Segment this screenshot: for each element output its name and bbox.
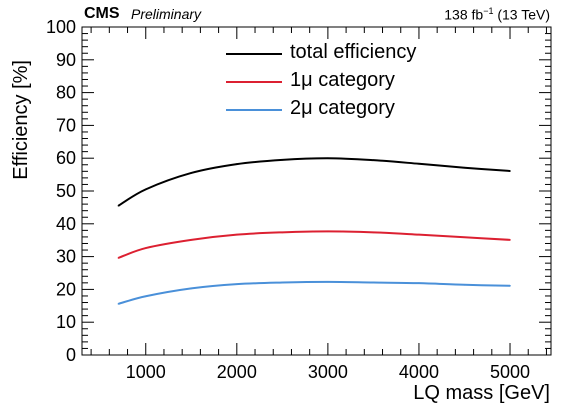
lumi-value: 138 fb bbox=[444, 6, 484, 23]
luminosity-label: 138 fb−1 (13 TeV) bbox=[444, 6, 550, 23]
x-tick-label: 2000 bbox=[217, 362, 257, 382]
data-point bbox=[372, 159, 375, 161]
data-point bbox=[117, 303, 120, 305]
data-point bbox=[327, 157, 329, 159]
x-tick-label: 3000 bbox=[308, 362, 348, 382]
y-tick-label: 30 bbox=[56, 247, 76, 267]
experiment-label: CMS bbox=[84, 5, 120, 22]
y-axis-label: Efficiency [%] bbox=[10, 60, 32, 180]
legend-label-2mu: 2μ category bbox=[290, 97, 395, 119]
lumi-energy: (13 TeV) bbox=[493, 6, 550, 23]
x-tick-label: 4000 bbox=[399, 362, 439, 382]
y-tick-label: 70 bbox=[56, 115, 76, 135]
data-point bbox=[463, 166, 466, 169]
data-point bbox=[327, 230, 329, 233]
lumi-exponent: −1 bbox=[483, 6, 494, 16]
y-tick-label: 10 bbox=[56, 312, 76, 332]
series-line-1 bbox=[118, 230, 511, 259]
data-point bbox=[418, 282, 420, 284]
data-point bbox=[281, 231, 284, 234]
series-line-2 bbox=[118, 280, 511, 305]
y-tick-label: 80 bbox=[56, 83, 76, 103]
y-tick-label: 90 bbox=[56, 50, 76, 70]
data-point bbox=[190, 239, 193, 241]
legend-swatch-1mu bbox=[226, 81, 282, 83]
data-point bbox=[236, 233, 238, 236]
legend-label-1mu: 1μ category bbox=[290, 69, 395, 91]
data-point bbox=[509, 239, 511, 241]
data-point bbox=[236, 283, 238, 285]
y-tick-label: 0 bbox=[66, 345, 76, 365]
data-point bbox=[372, 281, 375, 284]
data-point bbox=[281, 159, 284, 161]
y-tick-label: 50 bbox=[56, 181, 76, 201]
data-point bbox=[190, 172, 193, 174]
legend-swatch-2mu bbox=[226, 109, 282, 111]
y-tick-label: 40 bbox=[56, 214, 76, 234]
data-point bbox=[190, 287, 193, 290]
series-line-0 bbox=[117, 157, 511, 207]
data-point bbox=[463, 284, 466, 286]
legend-swatch-total bbox=[226, 53, 282, 55]
y-tick-label: 100 bbox=[46, 17, 76, 37]
data-point bbox=[418, 162, 420, 165]
data-point bbox=[117, 257, 120, 259]
status-label: Preliminary bbox=[131, 6, 202, 22]
data-point bbox=[144, 188, 147, 191]
data-point bbox=[117, 204, 120, 207]
data-point bbox=[509, 284, 511, 287]
data-point bbox=[327, 281, 329, 283]
data-point bbox=[418, 233, 420, 236]
data-point bbox=[144, 247, 147, 249]
y-tick-label: 60 bbox=[56, 148, 76, 168]
y-tick-label: 20 bbox=[56, 279, 76, 299]
data-point bbox=[236, 163, 238, 165]
x-tick-label: 1000 bbox=[126, 362, 166, 382]
data-point bbox=[463, 236, 466, 239]
legend-label-total: total efficiency bbox=[290, 41, 417, 63]
x-tick-label: 5000 bbox=[490, 362, 530, 382]
data-point bbox=[144, 295, 147, 298]
data-point bbox=[372, 231, 375, 234]
x-axis-label: LQ mass [GeV] bbox=[413, 382, 550, 404]
data-point bbox=[281, 281, 284, 284]
data-point bbox=[509, 170, 511, 172]
